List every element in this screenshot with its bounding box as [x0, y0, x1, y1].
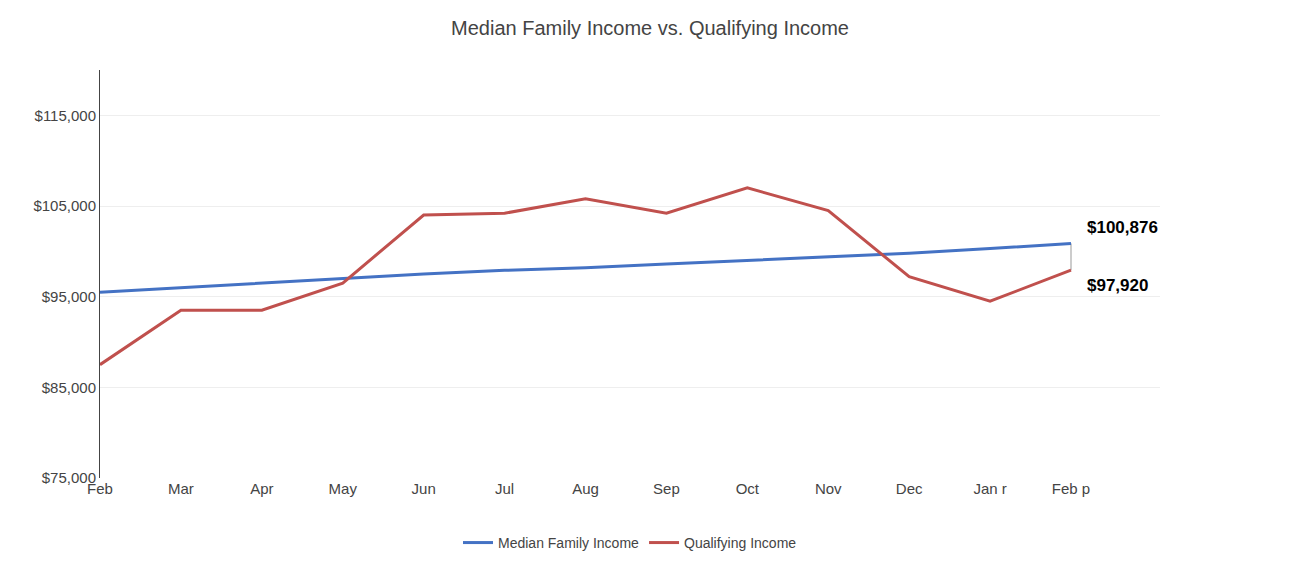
svg-text:Mar: Mar	[168, 480, 194, 497]
svg-text:Median Family Income: Median Family Income	[498, 535, 639, 551]
svg-text:$85,000: $85,000	[42, 379, 96, 396]
svg-text:Jun: Jun	[412, 480, 436, 497]
svg-text:Sep: Sep	[653, 480, 680, 497]
svg-text:Oct: Oct	[736, 480, 760, 497]
svg-text:Nov: Nov	[815, 480, 842, 497]
svg-text:Dec: Dec	[896, 480, 923, 497]
svg-text:Apr: Apr	[250, 480, 273, 497]
svg-text:Feb p: Feb p	[1052, 480, 1090, 497]
svg-text:Qualifying Income: Qualifying Income	[684, 535, 796, 551]
svg-text:$97,920: $97,920	[1087, 276, 1148, 295]
svg-text:$115,000: $115,000	[35, 107, 96, 124]
svg-text:Median Family Income vs. Quali: Median Family Income vs. Qualifying Inco…	[451, 17, 849, 39]
svg-text:May: May	[329, 480, 358, 497]
svg-text:Aug: Aug	[572, 480, 599, 497]
svg-text:Feb: Feb	[87, 480, 113, 497]
svg-text:$105,000: $105,000	[33, 197, 96, 214]
svg-text:$75,000: $75,000	[42, 469, 96, 486]
svg-text:$100,876: $100,876	[1087, 218, 1158, 237]
svg-text:Jan r: Jan r	[973, 480, 1006, 497]
svg-text:Jul: Jul	[495, 480, 514, 497]
svg-text:$95,000: $95,000	[42, 288, 96, 305]
